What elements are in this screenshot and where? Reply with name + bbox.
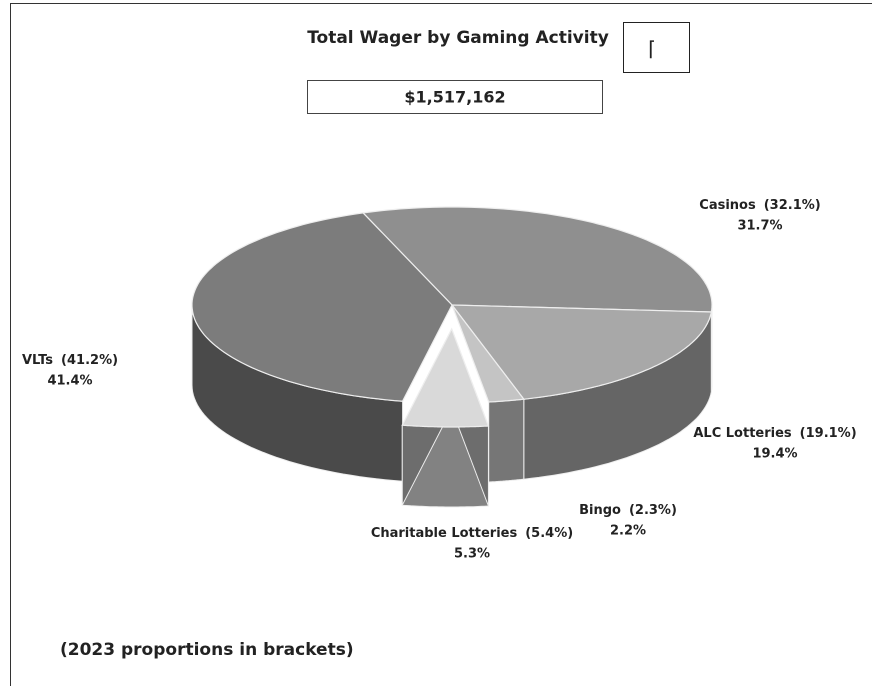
slice	[191, 212, 453, 402]
previous-value-label: (5.4%)	[525, 526, 573, 541]
slice-label: ALC Lotteries (19.1%)	[693, 426, 856, 441]
category-label: ALC Lotteries	[693, 426, 792, 441]
value-label: 2.2%	[610, 524, 646, 539]
slice-label: Charitable Lotteries (5.4%)	[371, 526, 573, 541]
slice-label: Casinos (32.1%)	[699, 198, 820, 213]
value-label: 41.4%	[47, 374, 92, 389]
box	[623, 22, 690, 73]
value-label: 5.3%	[454, 547, 490, 562]
category-label: Bingo	[579, 503, 621, 518]
previous-value-label: (2.3%)	[629, 503, 677, 518]
slice	[401, 327, 490, 428]
category-label: VLTs	[22, 353, 53, 368]
chart-title: Total Wager by Gaming Activity	[307, 28, 609, 48]
slice	[451, 304, 526, 403]
total-box	[307, 80, 603, 114]
category-label: Casinos	[699, 198, 756, 213]
footnote: (2023 proportions in brackets)	[60, 640, 354, 660]
slice	[361, 206, 713, 313]
previous-value-label: (19.1%)	[800, 426, 857, 441]
box-text: ⌈	[648, 37, 656, 61]
slice-label: Bingo (2.3%)	[579, 503, 677, 518]
value-label: 31.7%	[737, 219, 782, 234]
frame	[10, 3, 872, 686]
category-label: Charitable Lotteries	[371, 526, 518, 541]
slice-side	[488, 398, 525, 483]
slice	[450, 304, 713, 400]
total: $1,517,162	[404, 88, 505, 107]
slice-label: VLTs (41.2%)	[22, 353, 118, 368]
value-label: 19.4%	[752, 447, 797, 462]
previous-value-label: (32.1%)	[764, 198, 821, 213]
previous-value-label: (41.2%)	[61, 353, 118, 368]
